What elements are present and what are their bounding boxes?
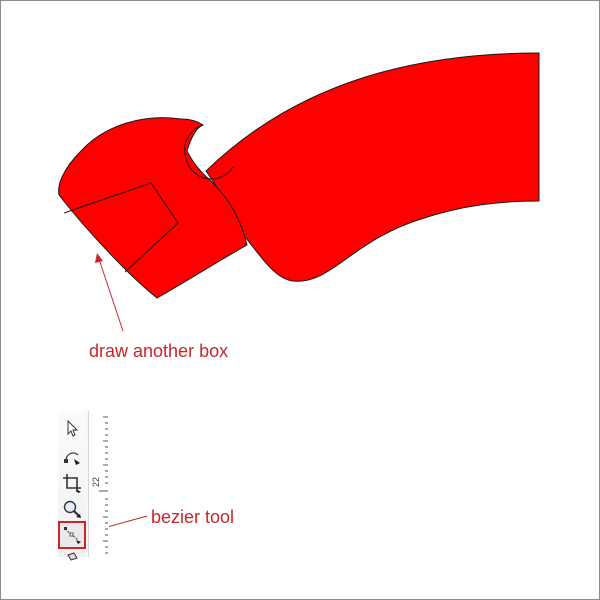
bezier-curve-icon[interactable] xyxy=(58,521,86,549)
shape-node-icon[interactable] xyxy=(60,445,84,469)
magnifier-icon[interactable] xyxy=(60,497,84,521)
ribbon-right-band xyxy=(205,52,540,282)
crop-icon[interactable] xyxy=(60,471,84,495)
arrow-pointer-icon[interactable] xyxy=(60,417,84,441)
ruler-label: 22 xyxy=(91,476,101,487)
vertical-ruler: 22 xyxy=(88,411,109,557)
ruler-ticks xyxy=(99,416,108,554)
toolbox-column xyxy=(58,411,86,561)
draw-another-box-caption: draw another box xyxy=(89,341,229,361)
ribbon-left-end xyxy=(58,117,248,299)
toolbox: 22 xyxy=(58,411,109,561)
box-pointer-arrow xyxy=(98,258,124,332)
box-pointer-arrowhead xyxy=(95,253,103,263)
inner-box xyxy=(63,182,179,273)
fill-icon[interactable] xyxy=(60,549,84,573)
fold-curl xyxy=(184,124,234,180)
bezier-tool-caption: bezier tool xyxy=(151,507,235,527)
